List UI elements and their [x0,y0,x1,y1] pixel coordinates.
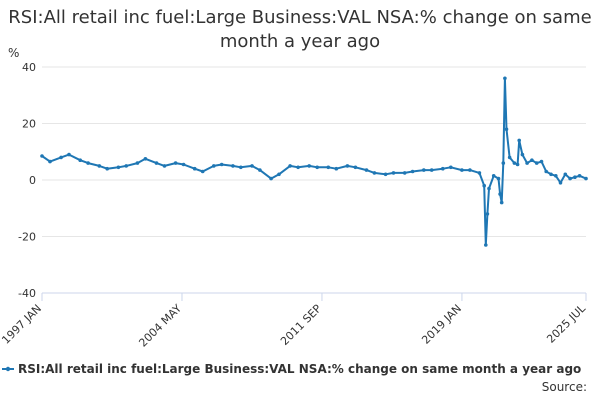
data-point[interactable] [219,162,224,167]
data-point[interactable] [345,164,350,168]
data-point[interactable] [181,162,186,167]
data-point[interactable] [498,192,502,196]
data-point[interactable] [563,172,568,177]
data-point[interactable] [105,166,109,171]
data-point[interactable] [477,171,482,175]
data-point[interactable] [135,161,140,165]
data-point[interactable] [97,164,102,168]
data-point[interactable] [200,169,205,174]
data-point[interactable] [315,165,320,170]
data-point[interactable] [534,161,539,165]
x-tick-label: 2019 JAN [419,302,464,347]
data-point[interactable] [482,183,487,188]
chart-title: RSI:All retail inc fuel:Large Business:V… [8,7,592,52]
x-tick-label: 2025 JUL [544,301,588,345]
y-tick-label: 40 [22,61,36,74]
data-point[interactable] [499,200,504,205]
data-point[interactable] [525,161,529,165]
data-point[interactable] [364,168,369,172]
data-point[interactable] [549,172,553,177]
data-point[interactable] [162,164,167,168]
data-point[interactable] [512,161,517,165]
data-point[interactable] [491,174,496,178]
data-point[interactable] [48,159,52,164]
data-point[interactable] [539,159,544,164]
source-label: Source: [542,380,587,394]
data-point[interactable] [124,164,129,168]
data-point[interactable] [554,174,558,178]
data-point[interactable] [269,176,273,181]
y-tick-label: -20 [18,231,36,244]
data-point[interactable] [143,157,148,161]
series-line[interactable] [41,77,587,246]
data-point[interactable] [515,162,520,167]
data-point[interactable] [86,161,90,165]
data-point[interactable] [520,152,525,157]
legend-swatch-marker [5,366,11,372]
data-point[interactable] [507,155,512,160]
data-point[interactable] [67,152,71,157]
legend-label: RSI:All retail inc fuel:Large Business:V… [18,362,581,376]
data-point[interactable] [484,243,488,247]
data-point[interactable] [116,165,121,170]
data-point[interactable] [544,169,548,174]
y-tick-label: -40 [18,287,36,300]
data-point[interactable] [449,165,453,170]
data-point[interactable] [307,164,312,168]
data-point[interactable] [231,164,235,168]
data-point[interactable] [504,127,509,131]
data-point[interactable] [296,165,300,170]
data-point[interactable] [59,155,63,160]
data-point[interactable] [577,174,582,178]
data-point[interactable] [460,168,464,172]
axes [41,292,587,301]
x-tick-label: 1997 JAN [0,302,44,347]
x-tick-label: 2011 SEP [278,302,324,348]
data-point[interactable] [422,168,426,172]
legend[interactable]: RSI:All retail inc fuel:Large Business:V… [2,362,581,376]
data-point[interactable] [496,176,501,181]
data-point[interactable] [334,166,339,171]
data-point[interactable] [501,161,506,165]
data-point[interactable] [441,166,445,171]
y-tick-label: 20 [22,118,36,131]
x-tick-label: 2004 MAY [136,302,184,350]
data-point[interactable] [258,168,262,172]
data-point[interactable] [192,166,197,171]
data-point[interactable] [326,165,331,170]
data-point[interactable] [239,165,243,170]
data-point[interactable] [353,165,358,170]
data-point[interactable] [277,172,281,177]
data-point[interactable] [468,168,472,172]
data-point[interactable] [288,164,292,168]
data-point[interactable] [40,154,44,158]
data-point[interactable] [78,158,82,162]
data-point[interactable] [584,176,588,181]
series-layer [40,76,588,247]
data-point[interactable] [402,171,407,175]
data-point[interactable] [558,181,563,185]
data-point[interactable] [429,168,434,172]
data-point[interactable] [154,161,159,165]
data-point[interactable] [250,164,254,168]
tick-labels: 40 20 0 -20 -40 1997 JAN 2004 MAY 2011 SEP 2019 … [0,61,589,350]
data-point[interactable] [410,169,415,174]
y-axis-unit: % [8,46,19,60]
data-point[interactable] [485,212,490,216]
data-point[interactable] [503,76,507,81]
data-point[interactable] [383,172,388,177]
data-point[interactable] [487,186,491,191]
data-point[interactable] [568,176,572,181]
data-point[interactable] [530,158,534,162]
data-point[interactable] [372,171,377,175]
data-point[interactable] [173,161,178,165]
data-point[interactable] [573,175,577,179]
data-point[interactable] [517,138,521,143]
y-tick-label: 0 [29,174,36,187]
data-point[interactable] [212,164,216,168]
data-point[interactable] [391,171,396,175]
